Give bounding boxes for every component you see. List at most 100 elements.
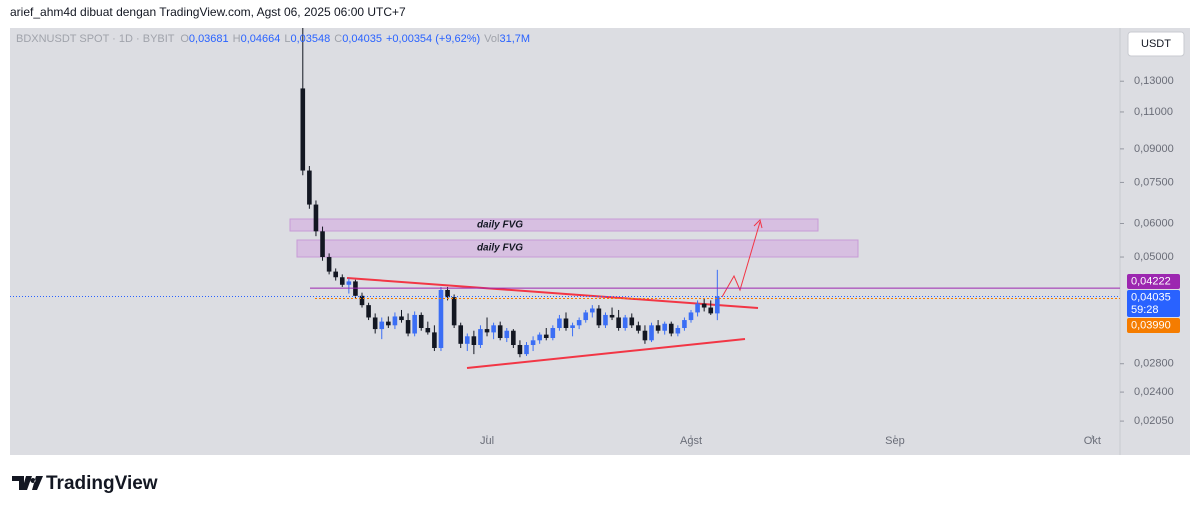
zone-label: daily FVG [477,220,523,231]
y-tick-label: 0,09000 [1134,143,1174,155]
candle-body [445,289,450,298]
currency-label[interactable]: USDT [1141,38,1171,50]
candle-body [636,325,641,331]
drawings: daily FVG daily FVG [289,218,859,369]
field-label: C [334,33,342,45]
candle-body [399,316,404,321]
candle-body [655,325,661,331]
candle-body [708,307,714,314]
candle-body [695,303,700,313]
candle-body [629,317,635,326]
candle-body [366,305,371,318]
symbol: BDXNUSDT SPOT · 1D · BYBIT [16,33,175,45]
candle-body [688,312,694,321]
y-tick-label: 0,07500 [1134,176,1174,188]
candle-body [412,314,417,334]
candle-body [701,303,707,308]
candle-body [543,334,549,339]
candle-body [425,327,431,333]
candle-body [326,257,332,272]
candle-body [418,314,424,328]
y-tick-label: 0,06000 [1134,217,1174,229]
candle-body [576,320,582,326]
price-label-box [1127,290,1180,317]
field-label: L [284,33,290,45]
candle-body [491,325,496,333]
y-tick-label: 0,13000 [1134,75,1174,87]
field-label: O [180,33,189,45]
candle-body [372,317,378,330]
candle-body [379,321,385,330]
countdown: 59:28 [1131,304,1159,316]
candle-body [478,329,483,345]
candle-body [504,330,510,339]
price-label: 0,04035 [1131,291,1171,303]
change: +0,00354 (+9,62%) [386,33,480,45]
y-tick-label: 0,11000 [1134,106,1173,118]
fvg-zone [296,239,859,258]
candle-body [432,332,437,348]
trendline [466,338,746,369]
candle-body [300,88,306,171]
candle-body [346,281,352,285]
trendline [346,277,759,309]
brand: TradingView [46,473,158,494]
candle-body [570,325,575,328]
y-tick-label: 0,02400 [1134,386,1174,398]
candle-body [386,321,391,326]
currency-button[interactable] [1127,31,1185,57]
candle-body [458,325,464,344]
candle-body [537,334,542,341]
candle-body [530,340,536,345]
candle-body [524,344,529,355]
field-value: 0,04035 [342,33,382,45]
candle-body [484,329,490,333]
volume-label: Vol [484,33,499,45]
field-value: 0,03681 [189,33,229,45]
candle-body [511,330,516,345]
field-label: H [233,33,241,45]
candle-body [339,277,345,285]
candle-body [616,317,621,328]
candle-body [668,323,674,334]
field-value: 0,04664 [241,33,281,45]
candle-body [307,170,312,205]
x-tick-label: Agst [680,435,702,447]
candle-body [642,330,648,341]
y-tick-label: 0,02800 [1134,358,1174,370]
logo: TradingView [12,473,158,494]
candle-body [359,295,365,306]
arrow-head [753,219,763,229]
candle-body [609,314,615,318]
candle-body [464,336,470,344]
price-label-box [1127,274,1180,289]
candle-body [550,327,556,339]
price-label-box [1127,318,1180,333]
candle-body [583,312,589,321]
candle-body [333,271,338,278]
y-tick-label: 0,05000 [1134,251,1174,263]
candle-body [622,317,628,328]
price-label: 0,04222 [1131,275,1171,287]
candle-body [471,336,477,345]
x-tick-label: Okt [1084,435,1101,447]
candle-body [715,296,720,314]
arrow [721,221,761,298]
field-value: 0,03548 [291,33,331,45]
candle-body [682,320,687,328]
y-tick-label: 0,02050 [1134,415,1174,427]
price-label: 0,03990 [1131,319,1171,331]
candle-body [662,323,667,331]
x-tick-label: Jul [480,435,494,447]
x-tick-label: Sep [885,435,905,447]
candle-body [405,320,411,334]
candle-body [392,316,398,326]
candle-body [675,327,681,334]
candle-body [563,318,569,328]
credit: arief_ahm4d dibuat dengan TradingView.co… [10,5,406,19]
candle-body [649,325,654,341]
zone-label: daily FVG [477,243,523,254]
fvg-zone [289,218,819,232]
